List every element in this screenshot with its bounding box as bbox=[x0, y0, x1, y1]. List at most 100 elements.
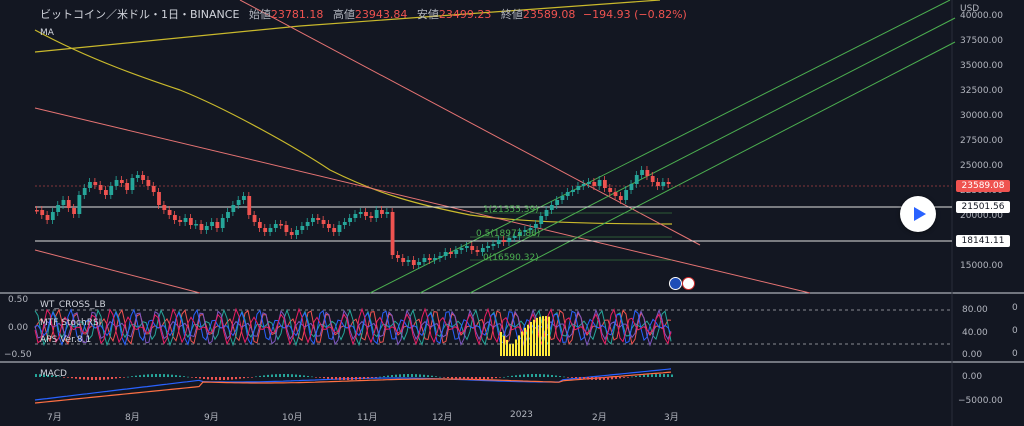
macd-histogram-bar bbox=[507, 376, 509, 377]
candle bbox=[56, 205, 61, 212]
macd-histogram-bar bbox=[263, 375, 265, 377]
candle bbox=[401, 258, 406, 262]
candle bbox=[650, 176, 655, 182]
macd-histogram-bar bbox=[603, 377, 605, 380]
candle bbox=[358, 212, 363, 214]
macd-histogram-bar bbox=[99, 377, 101, 380]
macd-histogram-bar bbox=[111, 377, 113, 380]
candle bbox=[475, 250, 480, 252]
close-label: 終値 bbox=[500, 8, 523, 21]
ma-indicator-label[interactable]: MA bbox=[40, 28, 54, 38]
candle bbox=[45, 215, 50, 220]
candle bbox=[629, 184, 634, 190]
macd-histogram-bar bbox=[543, 374, 545, 377]
candle bbox=[104, 190, 108, 195]
macd-histogram-bar bbox=[195, 377, 197, 378]
macd-line bbox=[34, 371, 672, 404]
time-axis-label: 9月 bbox=[204, 413, 219, 423]
candle bbox=[311, 218, 315, 222]
osc-right2-axis-3: 0 bbox=[1012, 349, 1018, 359]
candle bbox=[236, 200, 241, 205]
macd-histogram-bar bbox=[199, 377, 201, 379]
macd-histogram-bar bbox=[187, 376, 189, 378]
macd-histogram-bar bbox=[211, 377, 213, 380]
macd-histogram-bar bbox=[627, 377, 629, 378]
macd-histogram-bar bbox=[179, 375, 181, 377]
macd-histogram-bar bbox=[563, 376, 565, 378]
symbol-title[interactable]: ビットコイン／米ドル・1日・BINANCE bbox=[40, 8, 240, 21]
candle bbox=[257, 222, 262, 228]
macd-histogram-bar bbox=[519, 374, 521, 377]
macd-histogram-bar bbox=[43, 374, 45, 377]
macd-histogram-bar bbox=[183, 376, 185, 377]
oscillator-bar bbox=[506, 339, 508, 356]
candle bbox=[385, 212, 390, 214]
us-flag-icon[interactable] bbox=[669, 277, 682, 290]
candle bbox=[528, 228, 533, 230]
candle bbox=[560, 196, 565, 200]
macd-histogram-bar bbox=[303, 375, 305, 377]
price-axis-label: 32500.00 bbox=[960, 86, 1003, 96]
macd-histogram-bar bbox=[439, 376, 441, 378]
macd-histogram-bar bbox=[355, 377, 357, 380]
macd-histogram-bar bbox=[487, 377, 489, 380]
candle bbox=[661, 182, 666, 186]
play-button[interactable] bbox=[900, 196, 936, 232]
macd-histogram-bar bbox=[535, 374, 537, 377]
macd-histogram-bar bbox=[219, 377, 221, 380]
candle bbox=[380, 210, 384, 214]
candle bbox=[66, 200, 71, 208]
candle bbox=[369, 216, 374, 218]
candle bbox=[300, 226, 305, 230]
candle bbox=[395, 255, 400, 258]
oscillator-bar bbox=[545, 316, 547, 356]
candle bbox=[98, 185, 103, 190]
stochrsi-label[interactable]: MTF StochRSI bbox=[40, 318, 102, 328]
macd-histogram-bar bbox=[639, 375, 641, 377]
candle bbox=[624, 190, 629, 200]
price-axis-label: 15000.00 bbox=[960, 261, 1003, 271]
macd-histogram-bar bbox=[71, 377, 73, 379]
ma-line-long bbox=[34, 0, 661, 53]
macd-histogram-bar bbox=[635, 376, 637, 377]
candle bbox=[417, 262, 422, 265]
candle bbox=[242, 196, 246, 200]
macd-histogram-bar bbox=[299, 374, 301, 377]
jp-flag-icon[interactable] bbox=[682, 277, 695, 290]
downtrend-line-3 bbox=[34, 249, 201, 294]
macd-histogram-bar bbox=[531, 374, 533, 377]
candle bbox=[390, 212, 395, 255]
candle bbox=[40, 210, 45, 215]
time-axis-label: 2月 bbox=[592, 413, 607, 423]
macd-histogram-bar bbox=[351, 377, 353, 380]
candle bbox=[581, 184, 586, 186]
macd-histogram-bar bbox=[143, 374, 145, 377]
aps-label[interactable]: APS Ver.8.1 bbox=[40, 335, 92, 345]
macd-histogram-bar bbox=[139, 375, 141, 377]
macd-histogram-bar bbox=[631, 376, 633, 378]
symbol-header[interactable]: ビットコイン／米ドル・1日・BINANCE 始値23781.18 高値23943… bbox=[40, 6, 687, 22]
macd-histogram-bar bbox=[231, 377, 233, 380]
price-axis-label: 27500.00 bbox=[960, 136, 1003, 146]
macd-histogram-bar bbox=[67, 377, 69, 378]
fib-label-0: 0(16590.32) bbox=[483, 253, 539, 263]
macd-histogram-bar bbox=[95, 377, 97, 380]
macd-histogram-bar bbox=[571, 377, 573, 378]
osc-left-axis-3: −0.50 bbox=[4, 350, 32, 360]
macd-histogram-bar bbox=[539, 374, 541, 377]
macd-histogram-bar bbox=[435, 376, 437, 377]
macd-histogram-bar bbox=[655, 374, 657, 377]
macd-axis-2: −5000.00 bbox=[958, 396, 1003, 406]
macd-histogram-bar bbox=[467, 377, 469, 380]
macd-histogram-bar bbox=[39, 374, 41, 377]
macd-histogram-bar bbox=[551, 375, 553, 377]
macd-histogram-bar bbox=[175, 375, 177, 377]
wt-cross-label[interactable]: WT_CROSS_LB bbox=[40, 300, 106, 310]
candle bbox=[326, 224, 331, 228]
macd-histogram-bar bbox=[623, 377, 625, 378]
macd-label[interactable]: MACD bbox=[40, 369, 67, 379]
macd-histogram-bar bbox=[459, 377, 461, 380]
candle bbox=[597, 180, 602, 186]
candle bbox=[433, 258, 437, 260]
